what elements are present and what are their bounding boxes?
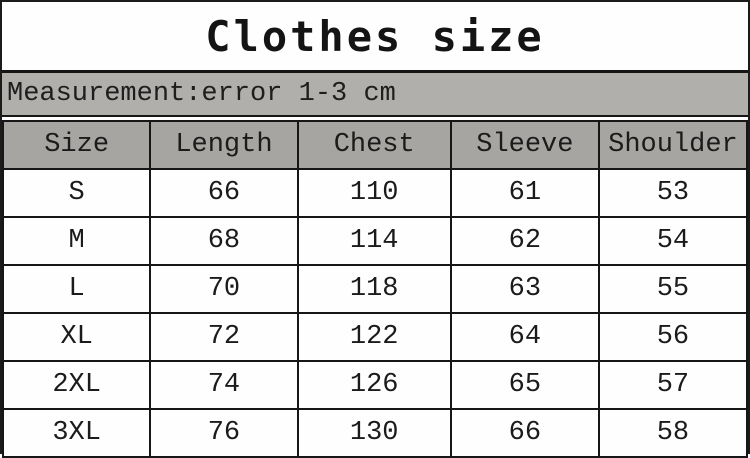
table-row-2xl: 2XL 74 126 65 57 [1,360,749,410]
cell-chest: 114 [296,216,452,266]
cell-length: 68 [149,216,299,266]
table-row-3xl: 3XL 76 130 66 58 [1,408,749,458]
cell-chest: 130 [296,408,452,458]
cell-shoulder: 55 [597,264,749,314]
cell-chest: 110 [296,168,452,218]
cell-shoulder: 58 [597,408,749,458]
table-row-s: S 66 110 61 53 [1,168,749,218]
cell-chest: 126 [296,360,452,410]
cell-size: M [1,216,152,266]
cell-size: 2XL [1,360,152,410]
table-row-m: M 68 114 62 54 [1,216,749,266]
cell-sleeve: 63 [449,264,600,314]
column-header-size: Size [1,120,152,170]
cell-sleeve: 62 [449,216,600,266]
column-header-shoulder: Shoulder [597,120,749,170]
cell-length: 72 [149,312,299,362]
cell-length: 74 [149,360,299,410]
header-row: Size Length Chest Sleeve Shoulder [1,120,749,170]
table-row-xl: XL 72 122 64 56 [1,312,749,362]
measurement-note-banner: Measurement:error 1-3 cm [2,73,748,117]
cell-size: XL [1,312,152,362]
cell-size: 3XL [1,408,152,458]
cell-shoulder: 56 [597,312,749,362]
cell-sleeve: 64 [449,312,600,362]
title-box: Clothes size [2,2,748,73]
cell-sleeve: 66 [449,408,600,458]
column-header-length: Length [149,120,299,170]
page-title: Clothes size [205,11,545,61]
column-header-chest: Chest [296,120,452,170]
banner-table-divider [2,117,748,120]
cell-sleeve: 65 [449,360,600,410]
size-table: Size Length Chest Sleeve Shoulder S 66 1… [1,120,749,458]
measurement-note-text: Measurement:error 1-3 cm [7,79,396,109]
cell-shoulder: 54 [597,216,749,266]
cell-length: 70 [149,264,299,314]
cell-sleeve: 61 [449,168,600,218]
cell-chest: 118 [296,264,452,314]
cell-shoulder: 57 [597,360,749,410]
cell-length: 66 [149,168,299,218]
cell-shoulder: 53 [597,168,749,218]
cell-chest: 122 [296,312,452,362]
table-row-l: L 70 118 63 55 [1,264,749,314]
column-header-sleeve: Sleeve [449,120,600,170]
cell-size: L [1,264,152,314]
cell-length: 76 [149,408,299,458]
cell-size: S [1,168,152,218]
